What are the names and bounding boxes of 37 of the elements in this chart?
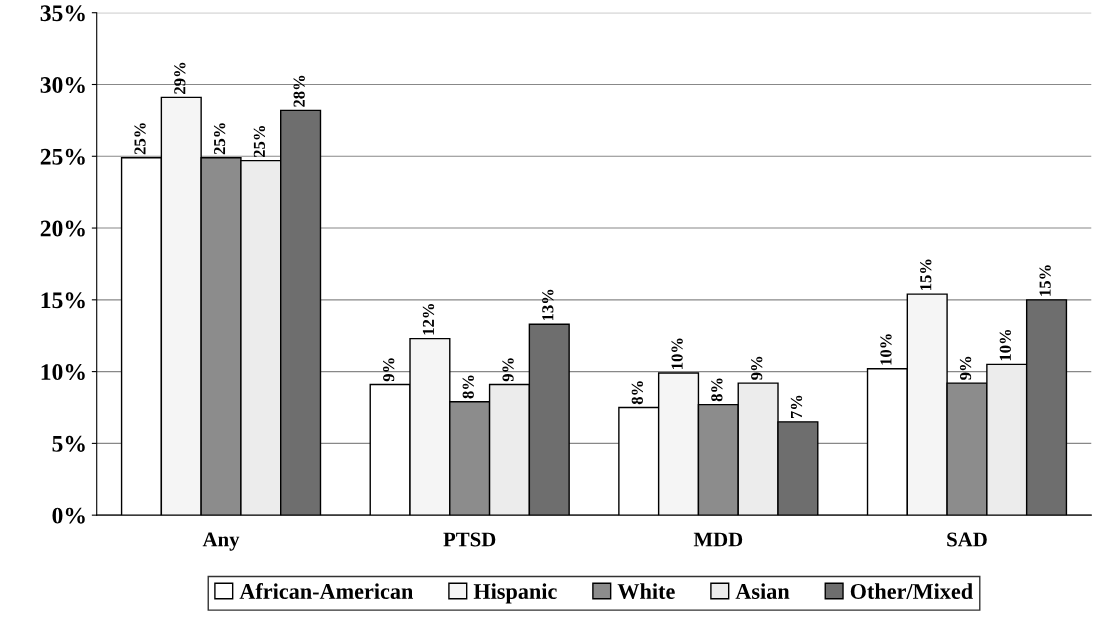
data-label: 9% bbox=[959, 356, 972, 380]
x-tick-label: SAD bbox=[947, 532, 987, 547]
data-label: 9% bbox=[502, 358, 514, 382]
legend-label: African-American bbox=[239, 583, 414, 599]
data-label: 25% bbox=[253, 126, 266, 158]
data-label: 10% bbox=[999, 329, 1011, 361]
legend-label: Hispanic bbox=[473, 583, 557, 604]
data-label: 15% bbox=[920, 259, 932, 290]
x-tick-label: Any bbox=[202, 532, 240, 551]
data-label: 8% bbox=[462, 375, 474, 399]
data-label: 13% bbox=[542, 289, 554, 321]
y-tick-label: 35% bbox=[40, 5, 85, 22]
data-label: 10% bbox=[880, 334, 892, 365]
x-tick-label: MDD bbox=[693, 532, 743, 547]
data-label: 9% bbox=[383, 358, 395, 382]
data-label: 9% bbox=[751, 356, 763, 380]
data-label: 29% bbox=[174, 62, 186, 94]
data-label: 8% bbox=[711, 378, 723, 402]
data-label: 10% bbox=[671, 338, 683, 369]
data-label: 8% bbox=[631, 381, 643, 405]
y-tick-label: 20% bbox=[40, 220, 85, 237]
data-label: 25% bbox=[134, 123, 146, 155]
legend-label: Asian bbox=[735, 583, 790, 599]
y-tick-label: 15% bbox=[41, 292, 85, 309]
data-label: 15% bbox=[1039, 265, 1051, 296]
data-label: 25% bbox=[213, 123, 226, 155]
x-tick-label: PTSD bbox=[443, 532, 496, 547]
legend-label: Other/Mixed bbox=[850, 583, 973, 599]
data-label: 12% bbox=[422, 304, 435, 335]
y-tick-label: 25% bbox=[40, 148, 85, 165]
y-tick-label: 10% bbox=[41, 364, 85, 381]
data-label: 28% bbox=[293, 75, 305, 107]
y-tick-label: 5% bbox=[52, 435, 85, 452]
data-label: 7% bbox=[790, 395, 803, 419]
legend-label: White bbox=[617, 583, 675, 600]
y-tick-label: 30% bbox=[40, 76, 85, 93]
y-tick-label: 0% bbox=[52, 507, 85, 524]
